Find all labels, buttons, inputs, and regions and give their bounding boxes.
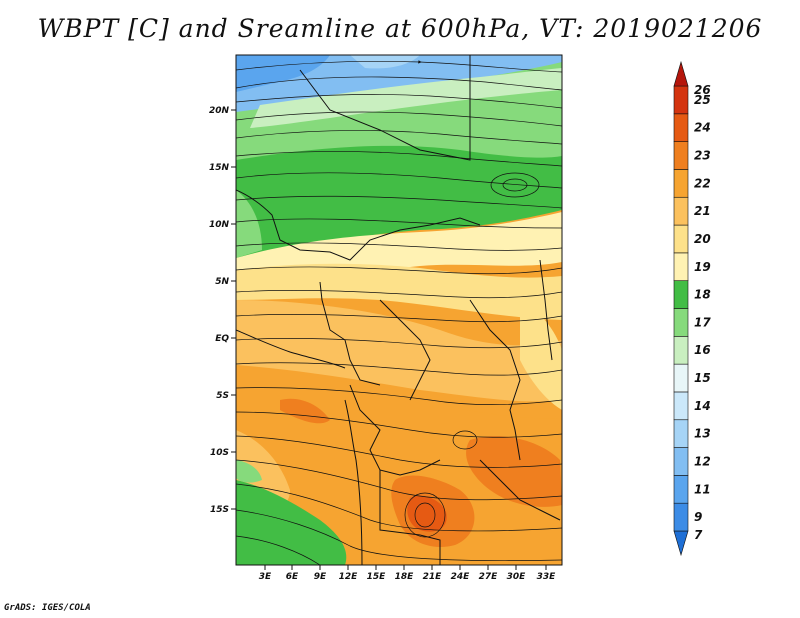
lat-tick-10S: 10S xyxy=(210,448,236,458)
colorbar-label: 15 xyxy=(694,371,711,385)
lat-label: 15N xyxy=(209,163,230,173)
colorbar-bin xyxy=(673,224,689,254)
lat-label: 15S xyxy=(210,505,229,515)
colorbar-label: 11 xyxy=(694,482,711,496)
latitude-axis: 20N 15N 10N 5N EQ 5S 10S 15S xyxy=(209,106,236,515)
lon-label: 3E xyxy=(259,572,272,582)
colorbar-bin xyxy=(673,85,689,115)
colorbar-bin xyxy=(673,447,689,476)
colorbar-bin xyxy=(673,252,689,281)
colorbar-bin xyxy=(673,196,689,226)
colorbar-bin xyxy=(673,141,689,170)
lat-label: 10S xyxy=(210,448,229,458)
credit-text: GrADS: IGES/COLA xyxy=(4,603,91,613)
colorbar-bin xyxy=(673,280,689,309)
lon-label: 27E xyxy=(479,572,499,582)
lat-label: EQ xyxy=(215,334,229,344)
colorbar-bin xyxy=(673,391,689,421)
colorbar-label: 21 xyxy=(694,204,711,218)
lat-tick-15N: 15N xyxy=(209,163,236,173)
streamlines xyxy=(236,60,562,565)
colorbar-bin xyxy=(673,60,689,87)
colorbar-label: 22 xyxy=(694,176,711,190)
colorbar-label: 9 xyxy=(694,510,702,524)
lon-tick-24E: 24E xyxy=(451,565,471,582)
lon-label: 30E xyxy=(507,572,527,582)
lat-label: 5S xyxy=(216,391,229,401)
lat-tick-15S: 15S xyxy=(210,505,236,515)
chart-title: WBPT [C] and Sreamline at 600hPa, VT: 20… xyxy=(37,14,763,43)
lon-tick-27E: 27E xyxy=(479,565,499,582)
lon-tick-9E: 9E xyxy=(314,565,327,582)
longitude-axis: 3E 6E 9E 12E 15E 18E 21E 24E 27E 30E 33E xyxy=(259,565,556,582)
colorbar-label: 17 xyxy=(694,315,711,329)
colorbar-bin xyxy=(673,113,689,142)
lat-tick-EQ: EQ xyxy=(215,334,236,344)
lon-label: 12E xyxy=(339,572,359,582)
colorbar-label: 18 xyxy=(694,288,711,302)
colorbar-label: 7 xyxy=(694,528,703,542)
colorbar-bin xyxy=(673,308,689,337)
lat-tick-5N: 5N xyxy=(215,277,236,287)
lat-tick-5S: 5S xyxy=(216,391,236,401)
lon-label: 21E xyxy=(423,572,443,582)
lon-label: 6E xyxy=(286,572,299,582)
lat-tick-20N: 20N xyxy=(209,106,236,116)
colorbar-bin xyxy=(673,336,689,365)
lon-tick-30E: 30E xyxy=(507,565,527,582)
lon-label: 33E xyxy=(537,572,557,582)
colorbar-label: 23 xyxy=(694,149,711,163)
colorbar-label: 26 xyxy=(694,83,711,97)
colorbar-label: 14 xyxy=(694,399,711,413)
lon-tick-3E: 3E xyxy=(259,565,272,582)
colorbar-label: 24 xyxy=(694,121,711,135)
colorbar-bin xyxy=(673,419,689,448)
lat-label: 5N xyxy=(215,277,229,287)
colorbar-label: 19 xyxy=(694,260,711,274)
colorbar-bin xyxy=(673,502,689,532)
colorbar-label: 25 xyxy=(694,93,711,107)
colorbar-bin xyxy=(673,530,689,557)
lat-tick-10N: 10N xyxy=(209,220,236,230)
lon-tick-18E: 18E xyxy=(395,565,415,582)
map-frame xyxy=(235,54,563,566)
colorbar-bin xyxy=(673,169,689,198)
lon-tick-12E: 12E xyxy=(339,565,359,582)
colorbar-label: 12 xyxy=(694,454,711,468)
lon-label: 18E xyxy=(395,572,415,582)
lat-label: 20N xyxy=(209,106,230,116)
colorbar-bin xyxy=(673,475,689,504)
lat-label: 10N xyxy=(209,220,230,230)
lon-tick-6E: 6E xyxy=(286,565,299,582)
colorbar-label: 20 xyxy=(694,232,711,246)
colorbar-label: 16 xyxy=(694,343,711,357)
lon-tick-21E: 21E xyxy=(423,565,443,582)
lon-label: 9E xyxy=(314,572,327,582)
country-borders xyxy=(236,55,561,565)
lon-tick-15E: 15E xyxy=(367,565,387,582)
lon-label: 15E xyxy=(367,572,387,582)
colorbar-label: 13 xyxy=(694,427,711,441)
colorbar-bin xyxy=(673,363,689,393)
lon-label: 24E xyxy=(451,572,471,582)
lon-tick-33E: 33E xyxy=(537,565,557,582)
